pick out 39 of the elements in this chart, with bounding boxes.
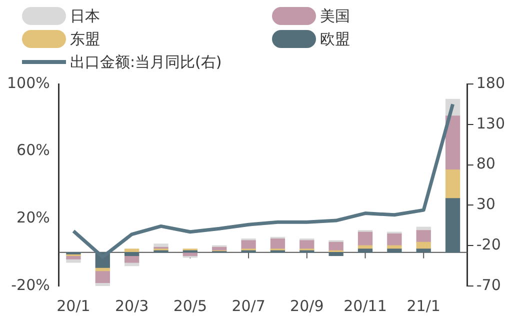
y-tick-label: -20% (11, 276, 50, 294)
bar (416, 248, 431, 253)
x-tick-label: 20/7 (232, 296, 266, 315)
bar (241, 240, 256, 250)
legend-label: 出口金额:当月同比(右) (70, 52, 222, 72)
x-tick-label: 20/1 (56, 296, 90, 315)
y-tick-label: 100% (6, 74, 50, 92)
legend-label: 美国 (320, 6, 350, 26)
x-tick-label: 20/5 (173, 296, 208, 315)
y2-tick-label: 180 (476, 74, 506, 92)
y2-tick-label: -70 (476, 276, 501, 294)
bar (358, 232, 373, 246)
bar (124, 252, 140, 256)
legend-label: 日本 (70, 6, 100, 26)
bar (445, 116, 460, 170)
x-tick-label: 21/1 (406, 296, 440, 315)
legend-label: 东盟 (70, 30, 100, 48)
bar (95, 270, 110, 283)
x-tick-label: 20/11 (344, 296, 387, 315)
bar (445, 170, 460, 199)
legend-label: 欧盟 (320, 30, 350, 48)
bar (270, 238, 286, 250)
bar (358, 248, 373, 253)
bar (416, 230, 431, 243)
bar (328, 252, 344, 256)
x-tick-label: 20/9 (290, 296, 324, 315)
bar (328, 242, 344, 251)
x-tick-label: 20/3 (114, 296, 149, 315)
bar (445, 198, 460, 253)
bar (124, 255, 140, 263)
bar (387, 248, 402, 253)
y-tick-label: 20% (16, 208, 50, 227)
bar (300, 240, 314, 250)
y2-tick-label: 80 (476, 154, 496, 173)
y-tick-label: 60% (16, 141, 50, 160)
y2-tick-label: 30 (476, 195, 496, 214)
bar (387, 233, 402, 246)
y2-tick-label: -20 (476, 235, 501, 254)
y2-tick-label: 130 (476, 114, 506, 132)
